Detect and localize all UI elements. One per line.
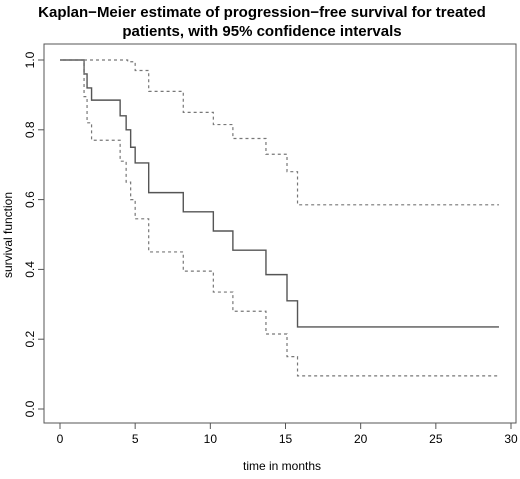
x-tick-label: 15 (279, 432, 293, 446)
y-tick-label: 0.6 (23, 191, 37, 208)
x-axis-label: time in months (243, 459, 321, 473)
y-tick-label: 0.2 (23, 331, 37, 348)
y-axis: 0.0 0.2 0.4 0.6 0.8 1.0 (23, 51, 44, 417)
y-tick-label: 0.0 (23, 400, 37, 417)
y-axis-label: survival function (1, 192, 15, 278)
series-layer (60, 59, 499, 377)
x-tick-label: 20 (354, 432, 368, 446)
x-tick-label: 5 (132, 432, 139, 446)
upper-ci-step-line (60, 59, 499, 206)
x-tick-label: 30 (504, 432, 518, 446)
y-tick-label: 0.8 (23, 121, 37, 138)
y-tick-label: 0.4 (23, 261, 37, 278)
estimate-step-line (60, 59, 499, 328)
chart-title-line-1: Kaplan−Meier estimate of progression−fre… (38, 4, 486, 21)
lower-ci-step-line (60, 59, 499, 377)
x-tick-label: 10 (204, 432, 218, 446)
chart-title-line-2: patients, with 95% confidence intervals (122, 23, 401, 40)
x-tick-label: 25 (429, 432, 443, 446)
y-tick-label: 1.0 (23, 51, 37, 68)
x-axis: 0 5 10 15 20 25 30 (57, 423, 518, 446)
x-tick-label: 0 (57, 432, 64, 446)
plot-frame (43, 43, 517, 424)
